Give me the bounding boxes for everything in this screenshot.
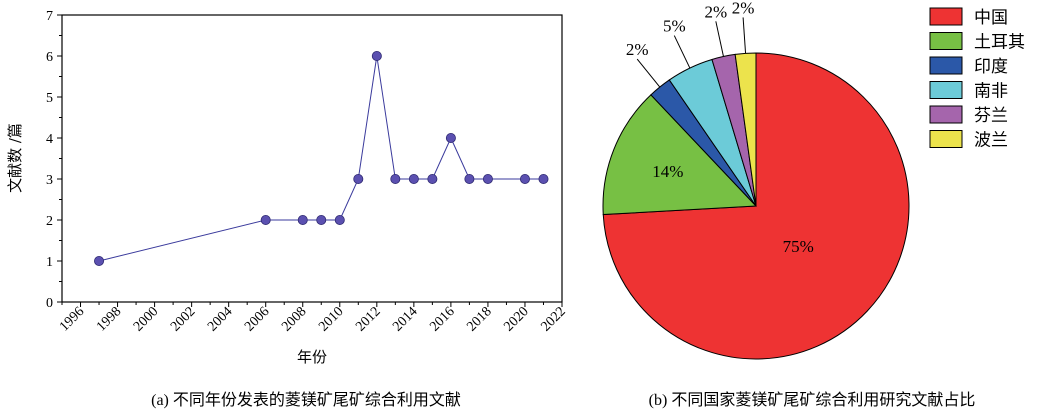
y-tick-label: 6 <box>46 50 53 65</box>
slice-percent-label: 75% <box>783 237 814 256</box>
leader-line <box>742 17 747 54</box>
caption-b: (b) 不同国家菱镁矿尾矿综合利用研究文献占比 <box>649 391 976 409</box>
leader-line <box>715 21 724 57</box>
data-point <box>334 214 345 225</box>
data-point <box>353 173 364 184</box>
pie-slice <box>734 52 757 207</box>
slice-percent-label: 2% <box>704 2 727 21</box>
y-tick-label: 7 <box>46 9 53 24</box>
series-line <box>98 55 544 262</box>
legend-swatch <box>929 32 963 50</box>
y-tick-label: 2 <box>46 214 53 229</box>
x-tick-label: 2004 <box>205 304 235 334</box>
legend-label: 南非 <box>974 82 1008 102</box>
x-tick-label: 2014 <box>390 304 420 334</box>
x-tick-label: 2022 <box>538 304 568 334</box>
data-point <box>371 51 382 62</box>
y-tick-label: 1 <box>46 255 53 270</box>
data-point <box>482 173 493 184</box>
plot-frame <box>61 14 563 303</box>
legend-swatch <box>929 81 963 99</box>
legend-label: 土耳其 <box>974 33 1025 53</box>
slice-percent-label: 5% <box>663 17 686 36</box>
data-point <box>316 214 327 225</box>
leader-line <box>673 35 691 69</box>
pie-labels: 75% 14% 2% 5% 2% 2% <box>626 0 814 256</box>
legend-swatch <box>929 56 963 75</box>
x-tick-label: 2012 <box>353 304 383 334</box>
legend-swatch <box>929 130 963 148</box>
legend-label: 中国 <box>974 8 1008 28</box>
legend-swatch <box>929 105 963 124</box>
data-point <box>538 173 549 184</box>
legend-label: 波兰 <box>974 131 1008 151</box>
x-tick-label: 2006 <box>242 304 272 334</box>
y-axis-title: 文献数 /篇 <box>6 123 24 193</box>
legend-label: 芬兰 <box>974 106 1008 126</box>
data-point <box>408 173 419 184</box>
x-axis-title: 年份 <box>297 348 327 366</box>
x-tick-label: 2002 <box>168 304 198 334</box>
x-tick-label: 1998 <box>94 304 124 334</box>
data-point <box>427 173 438 184</box>
y-tick-label: 4 <box>46 132 53 147</box>
slice-percent-label: 2% <box>626 40 649 59</box>
caption-a: (a) 不同年份发表的菱镁矿尾矿综合利用文献 <box>151 391 461 409</box>
leader-line <box>636 58 661 88</box>
y-tick-label: 5 <box>46 91 53 106</box>
slice-percent-label: 2% <box>732 0 755 17</box>
data-point <box>297 214 308 225</box>
data-point <box>464 173 475 184</box>
y-tick-label: 3 <box>46 173 53 188</box>
data-point <box>390 173 401 184</box>
data-point <box>94 255 105 266</box>
x-tick-label: 1996 <box>57 304 87 334</box>
y-tick-label: 0 <box>46 296 53 311</box>
x-tick-label: 2010 <box>316 304 346 334</box>
data-point <box>445 132 456 143</box>
slice-percent-label: 14% <box>652 162 683 181</box>
data-points <box>94 51 549 266</box>
x-tick-label: 2000 <box>131 304 161 334</box>
legend-label: 印度 <box>974 57 1008 77</box>
legend-swatch <box>929 7 963 26</box>
x-tick-label: 2008 <box>279 304 309 334</box>
data-point <box>260 214 271 225</box>
x-tick-label: 2016 <box>427 304 457 334</box>
pie-slice <box>602 94 758 216</box>
y-axis: 0 1 2 3 4 5 6 7 <box>46 9 62 311</box>
x-axis: 1996 1998 2000 2002 2004 2006 2008 2010 2012 2014… <box>57 302 569 335</box>
x-tick-label: 2020 <box>501 304 531 334</box>
pie-slices <box>602 52 910 360</box>
x-tick-label: 2018 <box>464 304 494 334</box>
data-point <box>519 173 530 184</box>
